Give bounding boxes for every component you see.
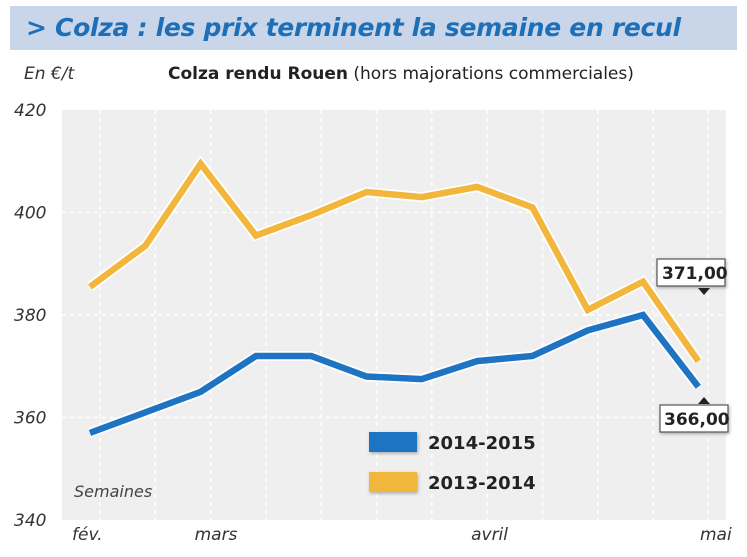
- page-title: > Colza : les prix terminent la semaine …: [26, 13, 681, 42]
- legend-swatch: [369, 472, 417, 492]
- x-tick-label: mai: [700, 525, 732, 545]
- series-line: [88, 311, 701, 436]
- annotation-label: 371,00: [662, 264, 728, 284]
- series-line: [88, 158, 701, 363]
- y-tick-label: 360: [14, 409, 46, 429]
- annotation-box: [659, 404, 729, 433]
- annotation-pointer: [698, 288, 710, 295]
- series-lines: [87, 155, 703, 438]
- grid-lines: [62, 110, 726, 520]
- chart-title-main: Colza rendu Rouen: [168, 64, 348, 84]
- x-tick-label: avril: [471, 525, 508, 545]
- y-axis-unit: En €/t: [24, 64, 75, 84]
- chart-subtitle: (hors majorations commerciales): [353, 64, 634, 84]
- annotation-pointer: [698, 397, 710, 404]
- legend-label: 2013-2014: [428, 473, 536, 494]
- legend: 2014-2015 2013-2014: [369, 432, 536, 494]
- legend-swatch: [369, 432, 417, 452]
- annotation-box: [656, 258, 726, 287]
- annotation-label: 366,00: [664, 410, 730, 430]
- y-tick-label: 380: [14, 306, 46, 326]
- y-axis: 340 360 380 400 420: [14, 101, 46, 531]
- annotations: 371,00 366,00: [656, 258, 730, 433]
- y-tick-label: 400: [14, 204, 46, 224]
- x-tick-label: fév.: [72, 525, 103, 545]
- y-tick-label: 340: [14, 511, 46, 531]
- y-tick-label: 420: [14, 101, 46, 121]
- x-axis-label: Semaines: [74, 482, 152, 501]
- chart-title: Colza rendu Rouen (hors majorations comm…: [168, 64, 634, 84]
- x-tick-label: mars: [195, 525, 238, 545]
- legend-label: 2014-2015: [428, 433, 536, 454]
- title-banner: > Colza : les prix terminent la semaine …: [10, 6, 737, 50]
- x-axis: fév. mars avril mai: [72, 525, 732, 545]
